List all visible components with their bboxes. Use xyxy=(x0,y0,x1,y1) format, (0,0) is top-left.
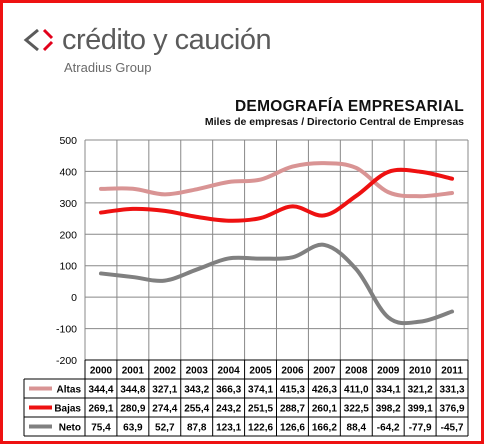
x-tick-label: 2001 xyxy=(122,366,145,377)
brand-chevron-icon xyxy=(23,28,54,52)
legend-label-bajas: Bajas xyxy=(54,404,81,415)
x-tick-label: 2000 xyxy=(90,366,113,377)
data-label: 63,9 xyxy=(123,423,143,434)
legend-label-neto: Neto xyxy=(59,423,81,434)
data-label: 75,4 xyxy=(91,423,111,434)
data-label: -64,2 xyxy=(377,423,400,434)
y-tick-label: 400 xyxy=(59,166,77,178)
data-label: 415,3 xyxy=(280,385,305,396)
data-label: 321,2 xyxy=(408,385,433,396)
x-tick-label: 2008 xyxy=(345,366,368,377)
data-label: 344,8 xyxy=(120,385,145,396)
y-axis-ticks: -200 -100 0 100 200 300 400 500 xyxy=(56,135,77,367)
data-label: 288,7 xyxy=(280,404,305,415)
data-label: 122,6 xyxy=(248,423,273,434)
y-tick-label: 200 xyxy=(59,229,77,241)
data-label: 426,3 xyxy=(312,385,337,396)
data-label: 52,7 xyxy=(155,423,175,434)
data-label: 280,9 xyxy=(120,404,145,415)
data-label: 166,2 xyxy=(312,423,337,434)
data-label: 399,1 xyxy=(408,404,433,415)
data-label: 123,1 xyxy=(216,423,241,434)
data-label: 126,6 xyxy=(280,423,305,434)
data-label: 87,8 xyxy=(187,423,207,434)
y-tick-label: -100 xyxy=(56,324,77,336)
x-tick-label: 2002 xyxy=(154,366,177,377)
brand-group: Atradius Group xyxy=(64,60,152,75)
data-label: 366,3 xyxy=(216,385,241,396)
x-tick-label: 2009 xyxy=(377,366,400,377)
data-label: 274,4 xyxy=(152,404,177,415)
data-label: -77,9 xyxy=(409,423,432,434)
data-label: 269,1 xyxy=(88,404,113,415)
series-line-neto xyxy=(98,242,455,326)
data-label: 344,4 xyxy=(88,385,113,396)
x-tick-label: 2003 xyxy=(186,366,209,377)
y-tick-label: 500 xyxy=(59,135,77,147)
data-label: 260,1 xyxy=(312,404,337,415)
x-tick-label: 2010 xyxy=(409,366,432,377)
chart-subtitle: Miles de empresas / Directorio Central d… xyxy=(204,116,464,128)
brand-name: crédito y caución xyxy=(62,24,272,56)
x-tick-label: 2011 xyxy=(441,366,463,377)
data-label: 251,5 xyxy=(248,404,273,415)
legend-label-altas: Altas xyxy=(57,385,82,396)
data-label: 88,4 xyxy=(347,423,367,434)
x-tick-label: 2007 xyxy=(313,366,336,377)
data-label: 243,2 xyxy=(216,404,241,415)
data-label: 334,1 xyxy=(376,385,401,396)
series-lines xyxy=(98,161,455,326)
x-tick-label: 2006 xyxy=(281,366,304,377)
data-label: 327,1 xyxy=(152,385,177,396)
data-label: 331,3 xyxy=(440,385,465,396)
x-tick-label: 2005 xyxy=(249,366,272,377)
y-tick-label: 0 xyxy=(71,292,77,304)
x-tick-label: 2004 xyxy=(218,366,241,377)
y-tick-label: 100 xyxy=(59,261,77,273)
series-line-altas xyxy=(98,161,455,199)
series-line-bajas xyxy=(98,167,455,223)
data-table: 2000 2001 2002 2003 2004 2005 2006 2007 2008 2009… xyxy=(23,359,469,437)
y-tick-label: 300 xyxy=(59,198,77,210)
data-label: -45,7 xyxy=(441,423,464,434)
data-label: 411,0 xyxy=(344,385,369,396)
data-label: 322,5 xyxy=(344,404,369,415)
y-tick-label: -200 xyxy=(56,355,77,367)
chart-title: DEMOGRAFÍA EMPRESARIAL xyxy=(234,98,464,115)
data-label: 398,2 xyxy=(376,404,401,415)
data-label: 374,1 xyxy=(248,385,273,396)
data-label: 343,2 xyxy=(184,385,209,396)
data-label: 255,4 xyxy=(184,404,209,415)
data-label: 376,9 xyxy=(440,404,465,415)
